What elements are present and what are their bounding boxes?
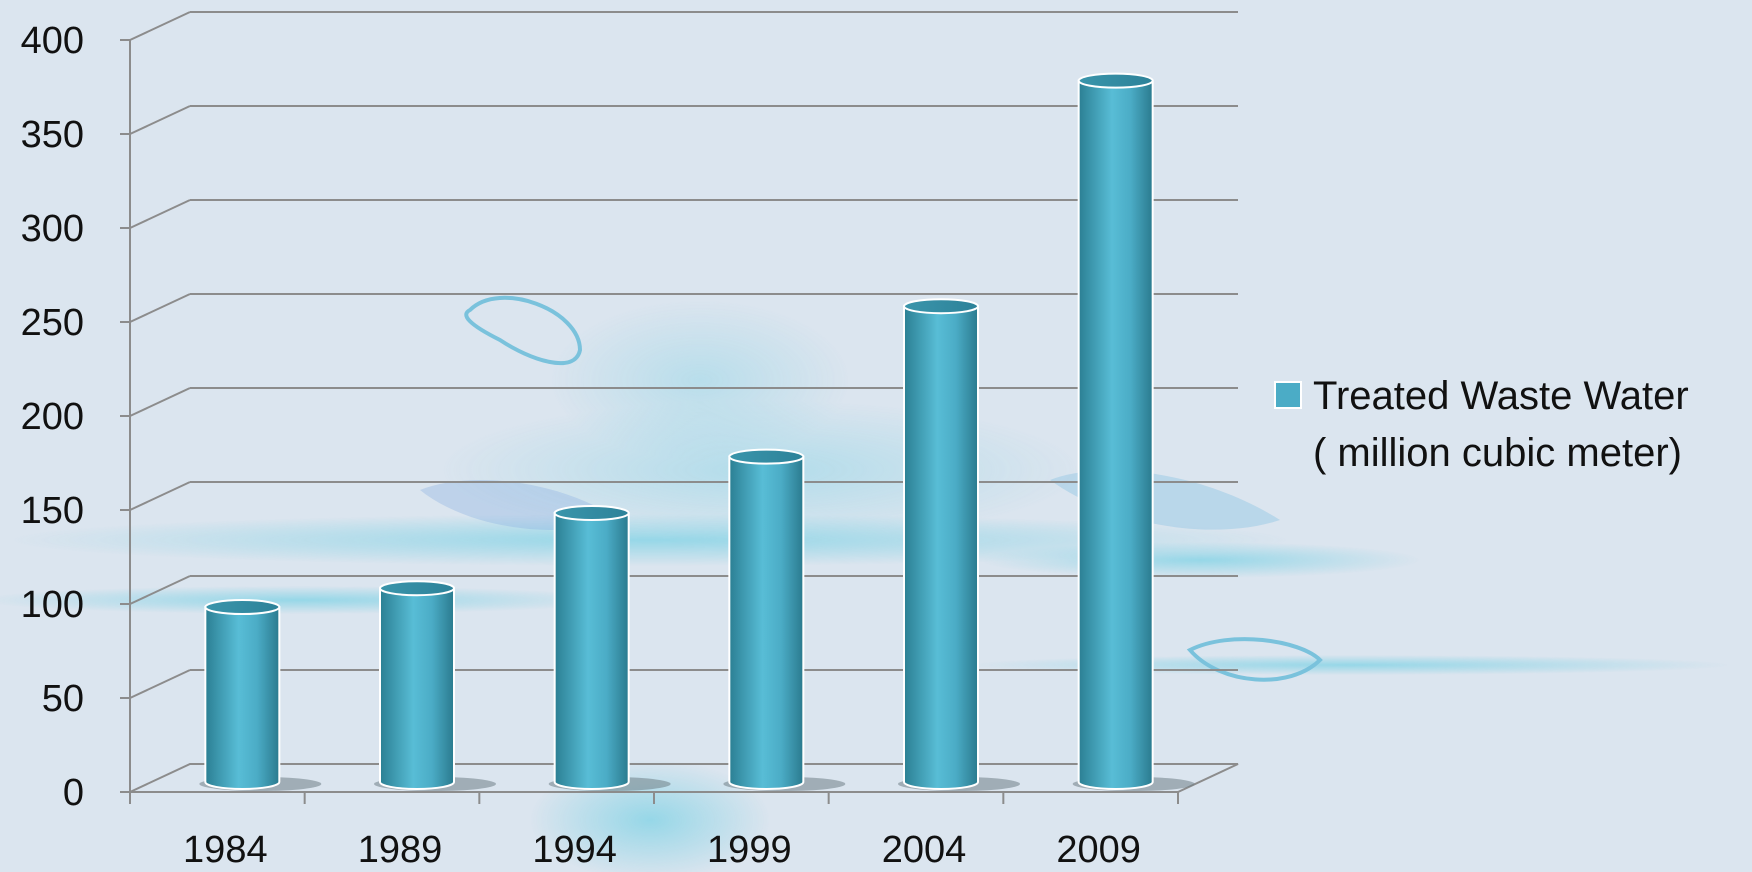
gridline-diagonal: [129, 669, 191, 699]
x-tick-label: 2009: [1056, 829, 1141, 871]
x-tick-label: 1999: [707, 829, 792, 871]
bar: [548, 505, 671, 791]
bar: [723, 448, 846, 791]
bar: [374, 580, 496, 791]
bar-body: [553, 512, 630, 790]
bar-body: [728, 455, 805, 790]
x-axis-tick-labels: 1984 1989 1994 1999 2004 2009: [183, 829, 1141, 871]
y-tick-label: 50: [42, 678, 84, 720]
bar-top: [379, 580, 455, 597]
gridline-diagonal: [129, 387, 191, 417]
bar-body: [903, 305, 979, 790]
gridline-diagonal: [129, 293, 191, 323]
y-tick-label: 200: [21, 396, 84, 438]
bar: [199, 599, 322, 791]
gridline-diagonal: [129, 11, 191, 41]
bar-top: [204, 599, 281, 616]
y-axis-tick-labels: 0 50 100 150 200 250 300 350 400: [21, 20, 84, 814]
bar-body: [379, 587, 455, 790]
x-tick-label: 1989: [358, 829, 443, 871]
bar: [1072, 72, 1195, 791]
gridline-diagonal: [129, 199, 191, 229]
bar-top: [903, 298, 979, 315]
gridline-diagonal: [129, 481, 191, 511]
legend-label-line-1: Treated Waste Water: [1313, 374, 1689, 418]
bar-body: [204, 606, 281, 790]
bar-top: [1077, 72, 1154, 89]
gridline-diagonal: [129, 575, 191, 605]
y-tick-label: 350: [21, 114, 84, 156]
x-tick-label: 2004: [882, 829, 967, 871]
x-tick-label: 1984: [183, 829, 268, 871]
y-tick-label: 250: [21, 302, 84, 344]
y-tick-label: 100: [21, 584, 84, 626]
floor-outline: [129, 763, 1239, 793]
x-tick-label: 1994: [532, 829, 617, 871]
y-tick-label: 150: [21, 490, 84, 532]
bars-group: [199, 72, 1195, 791]
legend-swatch: [1274, 381, 1302, 409]
bar-top: [728, 448, 805, 465]
y-tick-label: 0: [63, 772, 84, 814]
y-tick-label: 300: [21, 208, 84, 250]
y-tick-label: 400: [21, 20, 84, 62]
chart-floor: [129, 763, 1239, 793]
legend-label-line-2: ( million cubic meter): [1313, 431, 1682, 475]
gridlines-group: [129, 11, 1238, 699]
bar: [898, 298, 1020, 791]
legend: Treated Waste Water ( million cubic mete…: [1274, 374, 1689, 475]
bar-body: [1077, 79, 1154, 790]
gridline-diagonal: [129, 105, 191, 135]
bar-top: [553, 505, 630, 522]
